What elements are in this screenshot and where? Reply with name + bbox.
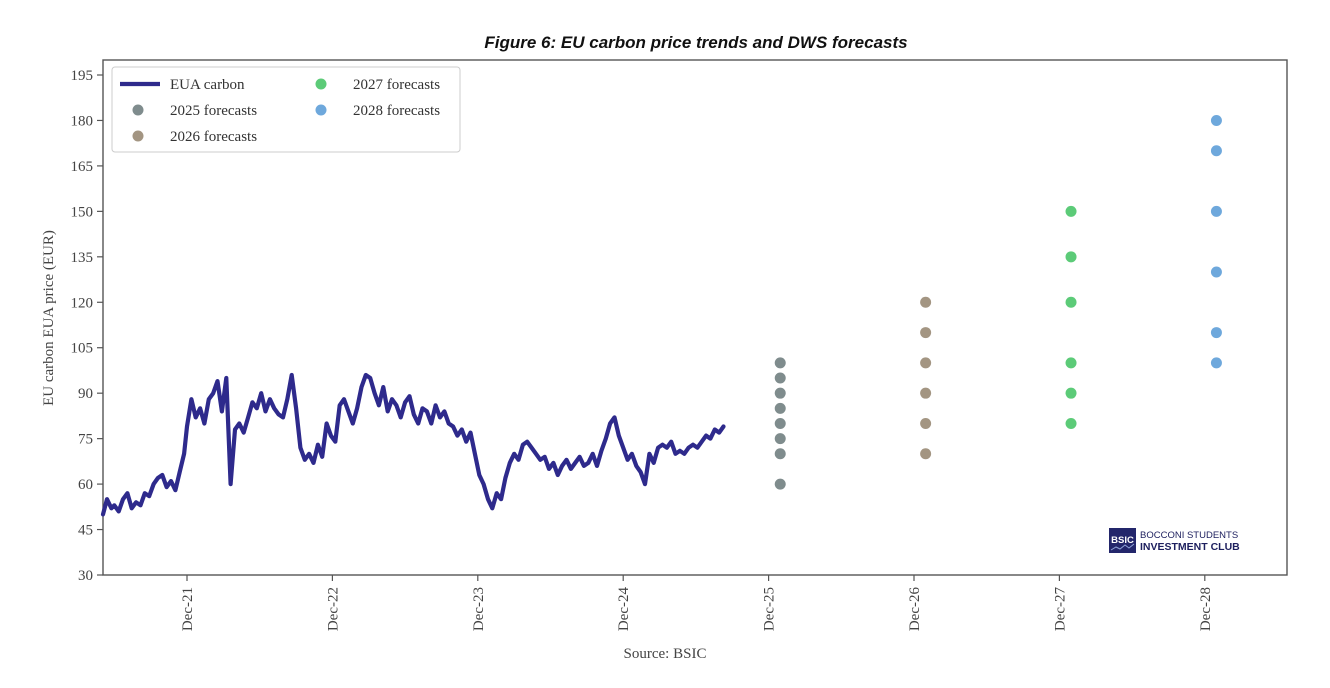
legend-label: 2026 forecasts xyxy=(170,129,257,145)
legend-label: 2027 forecasts xyxy=(353,77,440,93)
x-axis-label: Source: BSIC xyxy=(624,646,707,662)
legend-dot-swatch xyxy=(315,78,327,90)
legend-dot-swatch xyxy=(132,104,144,116)
forecast-point-2027 xyxy=(1065,205,1077,217)
y-tick-label: 30 xyxy=(78,568,93,584)
forecast-point-2028 xyxy=(1210,114,1222,126)
legend-dot-swatch xyxy=(315,104,327,116)
logo-line2: INVESTMENT CLUB xyxy=(1140,541,1240,553)
forecast-point-2026 xyxy=(920,357,932,369)
x-tick-label: Dec-23 xyxy=(471,587,487,631)
x-axis: Dec-21 Dec-22 Dec-23 Dec-24 Dec-25 Dec-26 Dec-… xyxy=(180,575,1214,631)
forecast-point-2027 xyxy=(1065,357,1077,369)
forecast-point-2028 xyxy=(1210,205,1222,217)
legend-label: 2025 forecasts xyxy=(170,103,257,119)
y-tick-label: 150 xyxy=(71,204,94,220)
forecast-point-2025 xyxy=(774,448,786,460)
chart-title: Figure 6: EU carbon price trends and DWS… xyxy=(484,33,907,52)
y-axis-label: EU carbon EUA price (EUR) xyxy=(41,230,57,406)
y-tick-label: 45 xyxy=(78,523,93,539)
forecast-point-2028 xyxy=(1210,145,1222,157)
y-tick-label: 165 xyxy=(71,159,94,175)
forecast-point-2028 xyxy=(1210,266,1222,278)
forecast-point-2026 xyxy=(920,296,932,308)
forecast-point-2027 xyxy=(1065,387,1077,399)
forecast-point-2026 xyxy=(920,417,932,429)
logo-badge-text: BSIC xyxy=(1111,535,1134,546)
bsic-logo: BSIC BOCCONI STUDENTS INVESTMENT CLUB xyxy=(1109,528,1240,553)
x-tick-label: Dec-21 xyxy=(180,587,196,631)
forecast-point-2026 xyxy=(920,387,932,399)
forecast-point-2027 xyxy=(1065,417,1077,429)
y-tick-label: 105 xyxy=(71,341,94,357)
logo-line1: BOCCONI STUDENTS xyxy=(1140,530,1238,541)
y-tick-label: 135 xyxy=(71,250,94,266)
y-tick-label: 75 xyxy=(78,432,93,448)
y-tick-label: 60 xyxy=(78,477,93,493)
forecast-point-2025 xyxy=(774,417,786,429)
forecast-point-2028 xyxy=(1210,327,1222,339)
x-tick-label: Dec-24 xyxy=(616,587,632,632)
forecast-point-2027 xyxy=(1065,251,1077,263)
forecast-point-2028 xyxy=(1210,357,1222,369)
legend-label: 2028 forecasts xyxy=(353,103,440,119)
forecast-point-2025 xyxy=(774,387,786,399)
logo-wave-icon xyxy=(1110,543,1135,551)
legend-label: EUA carbon xyxy=(170,77,245,93)
forecast-point-2025 xyxy=(774,478,786,490)
x-tick-label: Dec-28 xyxy=(1198,587,1214,631)
forecast-point-2025 xyxy=(774,402,786,414)
x-tick-label: Dec-26 xyxy=(907,587,923,632)
forecast-point-2026 xyxy=(920,448,932,460)
y-tick-label: 120 xyxy=(71,295,94,311)
x-tick-label: Dec-27 xyxy=(1052,587,1068,632)
forecast-point-2025 xyxy=(774,357,786,369)
y-tick-label: 90 xyxy=(78,386,93,402)
y-tick-label: 180 xyxy=(71,113,94,129)
legend-box xyxy=(111,66,461,153)
forecast-point-2027 xyxy=(1065,296,1077,308)
forecast-point-2025 xyxy=(774,433,786,445)
series-line-eua-carbon xyxy=(100,372,726,517)
y-tick-label: 195 xyxy=(71,68,94,84)
x-tick-label: Dec-22 xyxy=(325,587,341,631)
forecast-point-2025 xyxy=(774,372,786,384)
legend-dot-swatch xyxy=(132,130,144,142)
x-tick-label: Dec-25 xyxy=(762,587,778,631)
series-layer xyxy=(100,114,1222,517)
legend: EUA carbon 2025 forecasts 2026 forecasts 20… xyxy=(111,66,461,153)
forecast-point-2026 xyxy=(920,327,932,339)
y-axis: 30 45 60 75 90 105 120 135 150 165 180 195 xyxy=(71,68,103,584)
